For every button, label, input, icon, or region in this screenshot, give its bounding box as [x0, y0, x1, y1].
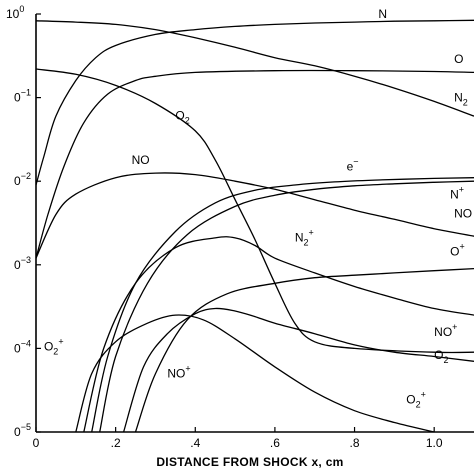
- extra-label-1: O2: [434, 348, 448, 365]
- plot-area: [35, 14, 474, 433]
- x-tick-label-4: .8: [350, 436, 360, 450]
- series-line-6: [99, 180, 474, 433]
- series-label-8: O+: [450, 241, 465, 258]
- series-line-8: [134, 267, 474, 433]
- series-label-6: N+: [450, 185, 464, 202]
- series-line-7: [83, 236, 474, 433]
- series-line-10: [75, 314, 435, 433]
- series-label-10: O2+: [406, 389, 426, 409]
- y-tick-label-3: 0−3: [14, 255, 31, 272]
- series-label-2: N2: [454, 90, 468, 107]
- y-tick-label-2: 0−2: [14, 171, 31, 188]
- x-tick-label-1: .2: [111, 436, 121, 450]
- series-line-5: [91, 177, 474, 433]
- series-line-0: [35, 19, 474, 186]
- y-tick-label-5: 0−5: [14, 422, 31, 439]
- series-line-3: [35, 68, 474, 354]
- x-axis-title: DISTANCE FROM SHOCK x, cm: [156, 455, 343, 469]
- axis-layer: 0 .2 .4 .6 .8 1.0 100 0−1 0−2 0−3 0−4 0−5: [6, 4, 443, 450]
- x-tick-label-2: .4: [190, 436, 200, 450]
- series-label-9: NO+: [434, 322, 457, 339]
- series-layer: [35, 19, 474, 433]
- y-tick-label-4: 0−4: [14, 338, 31, 355]
- extra-label-2: O2+: [44, 336, 64, 356]
- extra-label-0: NO: [454, 206, 472, 220]
- series-label-3: O2: [175, 108, 189, 125]
- series-label-0: N: [378, 7, 387, 21]
- series-line-9: [122, 307, 474, 433]
- series-label-5: e−: [347, 156, 359, 173]
- series-line-4: [35, 172, 474, 259]
- x-tick-label-0: 0: [33, 436, 40, 450]
- y-tick-label-1: 0−1: [14, 88, 31, 105]
- x-tick-label-3: .6: [270, 436, 280, 450]
- extra-label-3: NO+: [167, 363, 190, 380]
- series-label-7: N2+: [295, 227, 314, 247]
- series-line-2: [35, 20, 474, 117]
- series-label-4: NO: [132, 153, 150, 167]
- x-tick-label-5: 1.0: [426, 436, 443, 450]
- series-line-1: [35, 69, 474, 259]
- y-tick-label-0: 100: [6, 4, 24, 21]
- series-label-1: O: [454, 52, 463, 66]
